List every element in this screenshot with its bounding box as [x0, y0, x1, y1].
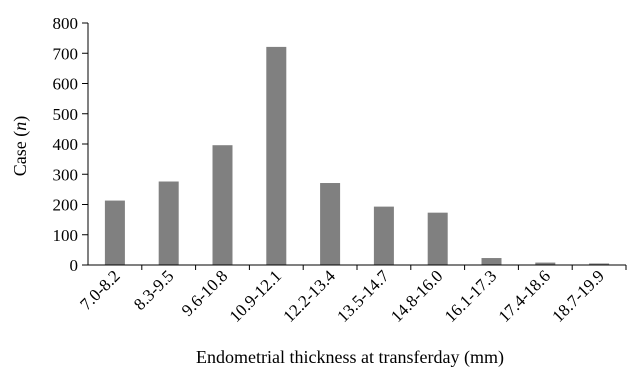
x-tick-label: 13.5-14.7	[333, 266, 393, 326]
y-tick-label: 200	[53, 196, 79, 215]
x-axis-ticks: 7.0-8.2 8.3-9.5 9.6-10.810.9-12.112.2-13.4…	[76, 265, 627, 326]
x-axis-title: Endometrial thickness at transferday (mm…	[196, 347, 504, 368]
y-tick-label: 0	[70, 256, 79, 275]
y-tick-label: 100	[53, 226, 79, 245]
x-tick-label: 7.0-8.2	[76, 266, 123, 313]
bar-8.3-9.5	[158, 181, 179, 265]
bar-14.8-16.0	[427, 212, 448, 265]
bar-13.5-14.7	[373, 206, 394, 265]
bar-10.9-12.1	[266, 46, 287, 266]
x-tick-label: 17.4-18.6	[495, 266, 555, 326]
x-tick-label: 14.8-16.0	[387, 266, 447, 326]
y-tick-label: 800	[53, 14, 79, 33]
x-tick-label: 10.9-12.1	[226, 266, 286, 326]
y-tick-label: 400	[53, 135, 79, 154]
bar-9.6-10.8	[212, 145, 233, 265]
y-tick-label: 600	[53, 75, 79, 94]
bar-18.7-19.9	[589, 263, 610, 265]
bar-16.1-17.3	[481, 258, 502, 265]
bars	[104, 46, 610, 266]
x-tick-label: 18.7-19.9	[548, 266, 608, 326]
y-axis-ticks: 0 100 200 300 400 500 600 700 800	[53, 14, 88, 275]
y-tick-label: 700	[53, 44, 79, 63]
y-tick-label: 500	[53, 105, 79, 124]
x-tick-label: 16.1-17.3	[441, 266, 501, 326]
bar-7.0-8.2	[104, 200, 125, 265]
y-axis-title: Case (n)	[10, 116, 31, 176]
x-tick-label: 8.3-9.5	[130, 266, 177, 313]
y-tick-label: 300	[53, 165, 79, 184]
x-tick-label: 12.2-13.4	[279, 266, 339, 326]
bar-12.2-13.4	[320, 183, 341, 265]
x-tick-label: 9.6-10.8	[178, 266, 232, 320]
bar-17.4-18.6	[535, 262, 556, 265]
